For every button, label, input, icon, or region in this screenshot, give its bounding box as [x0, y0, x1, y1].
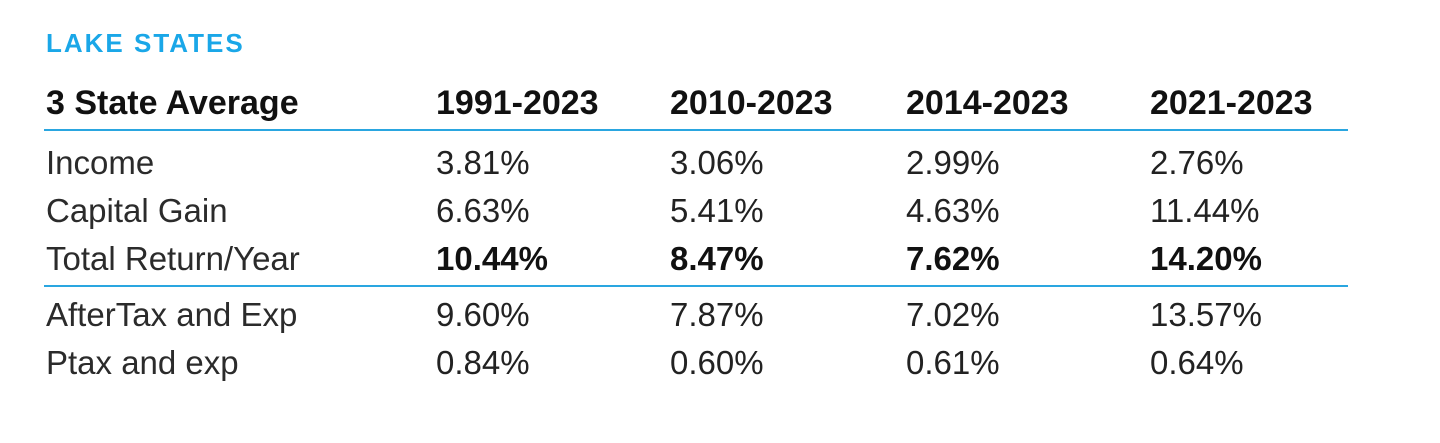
row-label: Ptax and exp: [46, 344, 239, 381]
table-cell: 7.02%: [906, 296, 1000, 333]
table-header-row: 3 State Average 1991-2023 2010-2023 2014…: [44, 78, 1348, 128]
row-label: Income: [46, 144, 155, 181]
table-cell: 9.60%: [436, 296, 530, 333]
table-cell: 10.44%: [436, 240, 548, 277]
total-divider: [44, 285, 1348, 287]
row-label: Total Return/Year: [46, 240, 300, 277]
table-row-total-return: Total Return/Year 10.44% 8.47% 7.62% 14.…: [44, 235, 1348, 283]
row-label: Capital Gain: [46, 192, 228, 229]
table-cell: 7.62%: [906, 240, 1000, 277]
table-cell: 3.06%: [670, 144, 764, 181]
table-row-income: Income 3.81% 3.06% 2.99% 2.76%: [44, 139, 1348, 187]
table-cell: 14.20%: [1150, 240, 1262, 277]
header-divider: [44, 129, 1348, 131]
table-cell: 2.76%: [1150, 144, 1244, 181]
column-header-2010-2023: 2010-2023: [670, 84, 833, 122]
table-cell: 11.44%: [1150, 192, 1260, 229]
table-cell: 13.57%: [1150, 296, 1262, 333]
column-header-1991-2023: 1991-2023: [436, 84, 599, 122]
table-row-ptax: Ptax and exp 0.84% 0.60% 0.61% 0.64%: [44, 339, 1348, 387]
table-cell: 5.41%: [670, 192, 764, 229]
table-cell: 0.61%: [906, 344, 1000, 381]
table-cell: 6.63%: [436, 192, 530, 229]
table-cell: 0.84%: [436, 344, 530, 381]
table-row-capital-gain: Capital Gain 6.63% 5.41% 4.63% 11.44%: [44, 187, 1348, 235]
returns-table: 3 State Average 1991-2023 2010-2023 2014…: [44, 78, 1348, 387]
table-cell: 4.63%: [906, 192, 1000, 229]
table-cell: 7.87%: [670, 296, 764, 333]
row-label: AfterTax and Exp: [46, 296, 298, 333]
table-row-aftertax: AfterTax and Exp 9.60% 7.87% 7.02% 13.57…: [44, 291, 1348, 339]
table-cell: 8.47%: [670, 240, 764, 277]
column-header-2014-2023: 2014-2023: [906, 84, 1069, 122]
table-cell: 2.99%: [906, 144, 1000, 181]
table-title: LAKE STATES: [46, 28, 245, 58]
table-cell: 0.64%: [1150, 344, 1244, 381]
column-header-2021-2023: 2021-2023: [1150, 84, 1313, 122]
table-cell: 0.60%: [670, 344, 764, 381]
column-header-label: 3 State Average: [46, 84, 299, 122]
table-cell: 3.81%: [436, 144, 530, 181]
